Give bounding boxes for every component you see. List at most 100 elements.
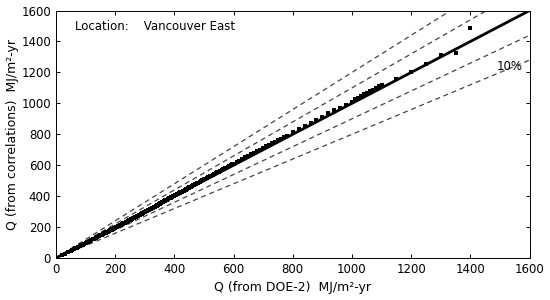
Point <box>103 229 112 234</box>
Point <box>100 231 108 236</box>
Point <box>109 226 118 231</box>
Point <box>133 214 142 218</box>
Point <box>436 53 445 58</box>
Point <box>125 218 134 223</box>
Point <box>99 232 108 236</box>
Point <box>107 227 116 232</box>
Point <box>324 110 333 115</box>
Point <box>144 208 152 213</box>
Point <box>451 51 460 56</box>
Point <box>102 230 111 234</box>
Point <box>256 147 265 152</box>
Point <box>97 232 106 237</box>
Point <box>124 218 133 223</box>
Point <box>362 90 371 95</box>
Point <box>126 217 135 222</box>
Point <box>174 191 183 196</box>
Point <box>86 238 95 243</box>
Point <box>106 228 115 232</box>
Point <box>153 203 162 208</box>
Point <box>145 207 153 212</box>
Point <box>113 224 122 229</box>
Point <box>229 161 238 166</box>
Point <box>120 220 129 225</box>
Point <box>368 87 377 92</box>
Point <box>138 212 146 216</box>
Point <box>342 102 350 107</box>
Point <box>253 149 262 154</box>
Point <box>148 206 157 211</box>
Point <box>359 92 368 97</box>
Point <box>348 99 356 104</box>
Point <box>155 201 164 206</box>
Point <box>312 117 321 122</box>
Point <box>188 183 197 188</box>
Point <box>129 216 138 221</box>
Point <box>214 169 223 174</box>
Point <box>142 209 151 214</box>
Point <box>119 221 128 226</box>
Point <box>181 187 190 192</box>
Point <box>306 121 315 125</box>
Point <box>134 213 143 218</box>
Point <box>273 138 282 142</box>
Point <box>188 183 196 188</box>
Point <box>190 182 199 187</box>
Point <box>183 186 192 191</box>
Point <box>392 76 401 81</box>
Point <box>158 200 167 204</box>
Point <box>265 142 273 147</box>
Point <box>137 212 146 217</box>
Point <box>191 182 200 187</box>
Point <box>258 146 267 150</box>
Point <box>78 242 87 247</box>
Point <box>131 215 140 220</box>
Point <box>139 210 147 215</box>
Point <box>466 25 475 30</box>
Point <box>217 168 226 172</box>
Point <box>82 240 91 245</box>
Point <box>247 152 256 157</box>
Point <box>76 243 85 248</box>
Point <box>177 189 186 194</box>
Point <box>71 246 80 251</box>
Point <box>152 203 161 208</box>
Point <box>60 251 69 256</box>
Point <box>173 192 182 197</box>
Point <box>211 171 220 176</box>
Point <box>175 190 184 195</box>
Point <box>95 234 103 239</box>
Point <box>223 164 232 169</box>
Point <box>63 250 72 255</box>
Point <box>91 236 100 240</box>
Point <box>183 186 191 191</box>
Point <box>283 133 292 138</box>
Point <box>177 190 185 194</box>
Point <box>365 89 374 94</box>
Point <box>127 217 136 222</box>
Point <box>111 225 119 230</box>
Point <box>330 108 339 113</box>
Point <box>196 178 205 183</box>
Point <box>374 84 383 89</box>
Point <box>140 209 149 214</box>
Point <box>131 214 140 219</box>
Point <box>146 207 155 212</box>
Point <box>134 213 142 218</box>
Point <box>219 167 228 172</box>
Point <box>102 230 111 235</box>
Point <box>87 238 96 242</box>
Point <box>84 239 93 244</box>
Point <box>271 139 279 144</box>
Point <box>90 236 99 241</box>
Point <box>225 164 234 168</box>
Point <box>162 198 170 203</box>
Point <box>421 61 430 66</box>
Point <box>204 175 213 179</box>
Point <box>226 163 235 168</box>
Point <box>288 130 297 135</box>
Point <box>182 187 191 192</box>
Point <box>202 176 211 180</box>
Point <box>185 185 194 190</box>
Point <box>74 244 82 249</box>
